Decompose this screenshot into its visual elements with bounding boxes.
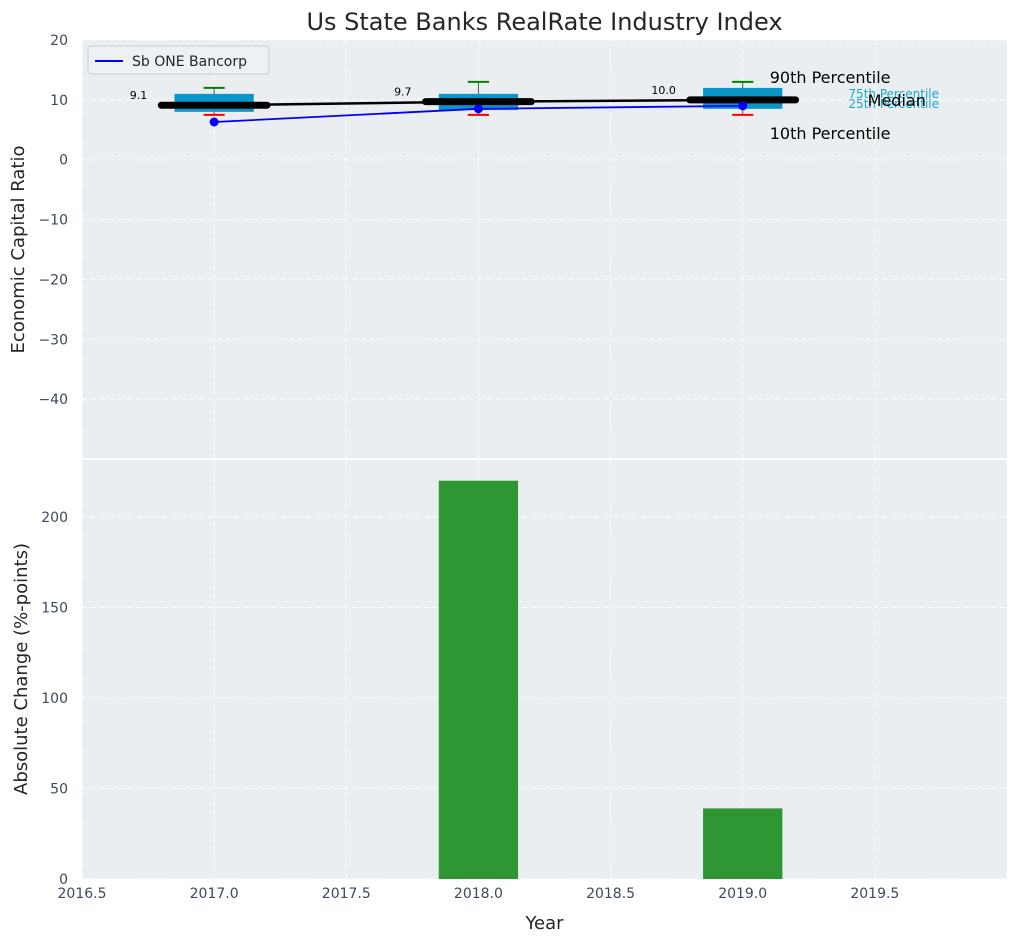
- median-value-label: 10.0: [651, 84, 676, 97]
- series-point: [738, 101, 748, 111]
- median-annotation: Median: [868, 91, 926, 110]
- top-y-tick-label: −10: [38, 213, 68, 229]
- median-value-label: 9.7: [394, 86, 412, 99]
- median-trend-line: [214, 98, 743, 107]
- legend-box: [87, 45, 270, 75]
- top-y-tick-label: −40: [38, 392, 68, 408]
- x-tick-label: 2018.0: [454, 886, 503, 902]
- bottom-y-tick-label: 0: [59, 872, 68, 888]
- top-y-axis-label: Economic Capital Ratio: [8, 146, 29, 354]
- p25-annotation: 25th Percentile: [848, 97, 939, 111]
- series-point: [209, 117, 219, 127]
- p90-annotation: 90th Percentile: [770, 68, 891, 87]
- bottom-y-tick-label: 150: [41, 600, 68, 616]
- median-value-label: 9.1: [130, 89, 148, 102]
- change-bar: [703, 808, 783, 879]
- top-y-tick-label: 10: [50, 93, 68, 109]
- p10-annotation: 10th Percentile: [770, 124, 891, 143]
- top-y-tick-label: −30: [38, 332, 68, 348]
- change-bar: [438, 480, 519, 879]
- top-y-tick-label: −20: [38, 272, 68, 288]
- bottom-y-axis-label: Absolute Change (%-points): [11, 543, 32, 795]
- chart-title: Us State Banks RealRate Industry Index: [306, 8, 782, 36]
- x-tick-label: 2016.5: [58, 886, 107, 902]
- x-tick-label: 2019.0: [718, 886, 767, 902]
- x-tick-label: 2017.5: [322, 886, 371, 902]
- bottom-y-tick-label: 200: [41, 510, 68, 526]
- x-tick-label: 2018.5: [586, 886, 635, 902]
- top-y-tick-label: 20: [50, 33, 68, 49]
- bottom-y-tick-label: 100: [41, 691, 68, 707]
- p75-annotation: 75th Percentile: [848, 87, 939, 101]
- series-point: [473, 104, 483, 114]
- bottom-plot-area: [82, 459, 1007, 879]
- x-axis-label: Year: [524, 913, 564, 934]
- x-tick-label: 2019.5: [850, 886, 899, 902]
- x-tick-label: 2017.0: [190, 886, 239, 902]
- bottom-y-tick-label: 50: [50, 781, 68, 797]
- top-y-tick-label: 0: [59, 153, 68, 169]
- legend-label: Sb ONE Bancorp: [132, 54, 247, 70]
